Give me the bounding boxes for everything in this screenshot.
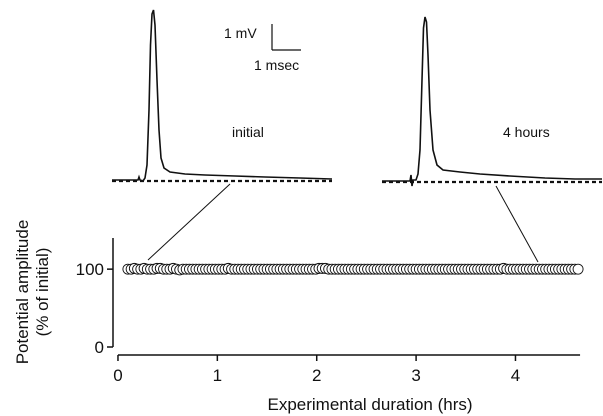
x-tick-label: 2 [312, 366, 321, 385]
x-axis-label: Experimental duration (hrs) [267, 395, 472, 414]
trace-panels: initial 4 hours 1 mV 1 msec [112, 9, 602, 263]
y-axis-label-line2: (% of initial) [33, 248, 52, 337]
x-tick-label: 4 [511, 366, 520, 385]
scale-bar-time-label: 1 msec [254, 57, 299, 73]
amplitude-plot: 0 100 0 1 2 3 4 Experimental duration (hrs) Po… [13, 220, 584, 414]
x-tick-label: 3 [411, 366, 420, 385]
trace-initial [112, 9, 333, 182]
connector-4-hours [495, 185, 539, 263]
x-tick-label: 1 [213, 366, 222, 385]
trace-4-hours [382, 16, 602, 187]
y-tick-label: 0 [95, 338, 104, 357]
x-tick-label: 0 [113, 366, 122, 385]
axes: 0 100 0 1 2 3 4 [76, 238, 581, 385]
scale-bar: 1 mV 1 msec [224, 24, 301, 73]
y-tick-label: 100 [76, 260, 104, 279]
connector-initial [147, 183, 231, 261]
data-points [122, 262, 584, 276]
trace-label-initial: initial [232, 124, 264, 140]
trace-label-4-hours: 4 hours [503, 124, 550, 140]
scale-bar-voltage-label: 1 mV [224, 25, 257, 41]
data-point [572, 263, 584, 275]
y-axis-label-line1: Potential amplitude [13, 220, 32, 365]
